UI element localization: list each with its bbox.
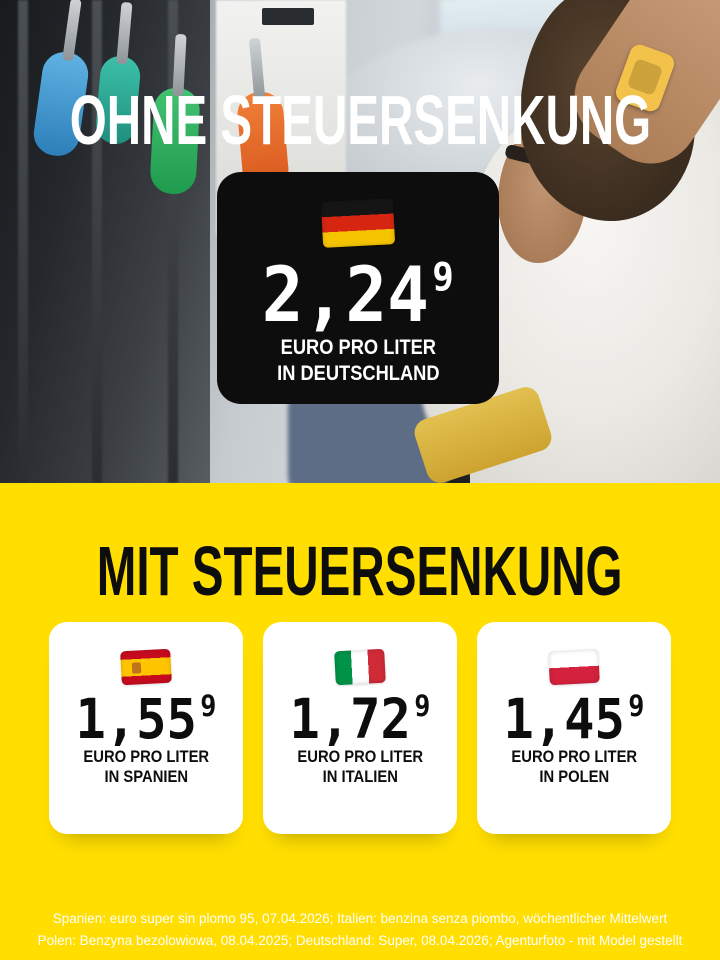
unit-line2: IN SPANIEN (104, 767, 188, 787)
unit-line1: EURO PRO LITER (511, 746, 637, 766)
price-italy: 1,72 9 (289, 686, 431, 752)
pump-display (262, 8, 314, 25)
italian-flag-icon (334, 648, 386, 686)
price-spain: 1,55 9 (75, 686, 217, 752)
rack-rail (92, 0, 102, 483)
unit-line1: EURO PRO LITER (297, 746, 423, 766)
footnote-line1: Spanien: euro super sin plomo 95, 07.04.… (52, 911, 668, 926)
headline-without-tax-cut: OHNE STEUERSENKUNG (0, 86, 720, 156)
rack-rail (18, 0, 28, 483)
price-unit-label: EURO PRO LITER IN ITALIEN (297, 747, 423, 788)
price-unit-label: EURO PRO LITER IN SPANIEN (83, 747, 209, 788)
price-card-italy: 1,72 9 EURO PRO LITER IN ITALIEN (263, 622, 457, 834)
headline-with-tax-cut: MIT STEUERSENKUNG (0, 537, 720, 607)
rack-rail (168, 0, 178, 483)
source-footnote: Spanien: euro super sin plomo 95, 07.04.… (0, 908, 720, 952)
price-card-poland: 1,45 9 EURO PRO LITER IN POLEN (477, 622, 671, 834)
polish-flag-icon (548, 648, 600, 686)
price-superscript: 9 (628, 689, 645, 724)
price-superscript: 9 (414, 689, 431, 724)
price-value: 2,24 (261, 250, 430, 340)
unit-line2: IN DEUTSCHLAND (276, 361, 440, 385)
price-card-germany: 2,24 9 EURO PRO LITER IN DEUTSCHLAND (217, 172, 499, 404)
price-value: 1,55 (75, 686, 197, 752)
german-flag-icon (320, 198, 396, 248)
price-value: 1,45 (503, 686, 625, 752)
spanish-flag-icon (120, 648, 172, 686)
unit-line2: IN ITALIEN (322, 767, 398, 787)
price-unit-label: EURO PRO LITER IN DEUTSCHLAND (277, 335, 439, 386)
country-cards-row: 1,55 9 EURO PRO LITER IN SPANIEN 1,72 9 EU… (0, 622, 720, 834)
price-superscript: 9 (200, 689, 217, 724)
price-superscript: 9 (432, 253, 455, 301)
unit-line1: EURO PRO LITER (280, 335, 436, 359)
headline-text: OHNE STEUERSENKUNG (69, 81, 651, 160)
price-poland: 1,45 9 (503, 686, 645, 752)
price-germany: 2,24 9 (261, 250, 455, 340)
price-value: 1,72 (289, 686, 411, 752)
unit-line2: IN POLEN (539, 767, 609, 787)
footnote-line2: Polen: Benzyna bezolowiowa, 08.04.2025; … (37, 933, 683, 948)
headline-text: MIT STEUERSENKUNG (97, 532, 623, 611)
price-card-spain: 1,55 9 EURO PRO LITER IN SPANIEN (49, 622, 243, 834)
unit-line1: EURO PRO LITER (83, 746, 209, 766)
price-unit-label: EURO PRO LITER IN POLEN (511, 747, 637, 788)
